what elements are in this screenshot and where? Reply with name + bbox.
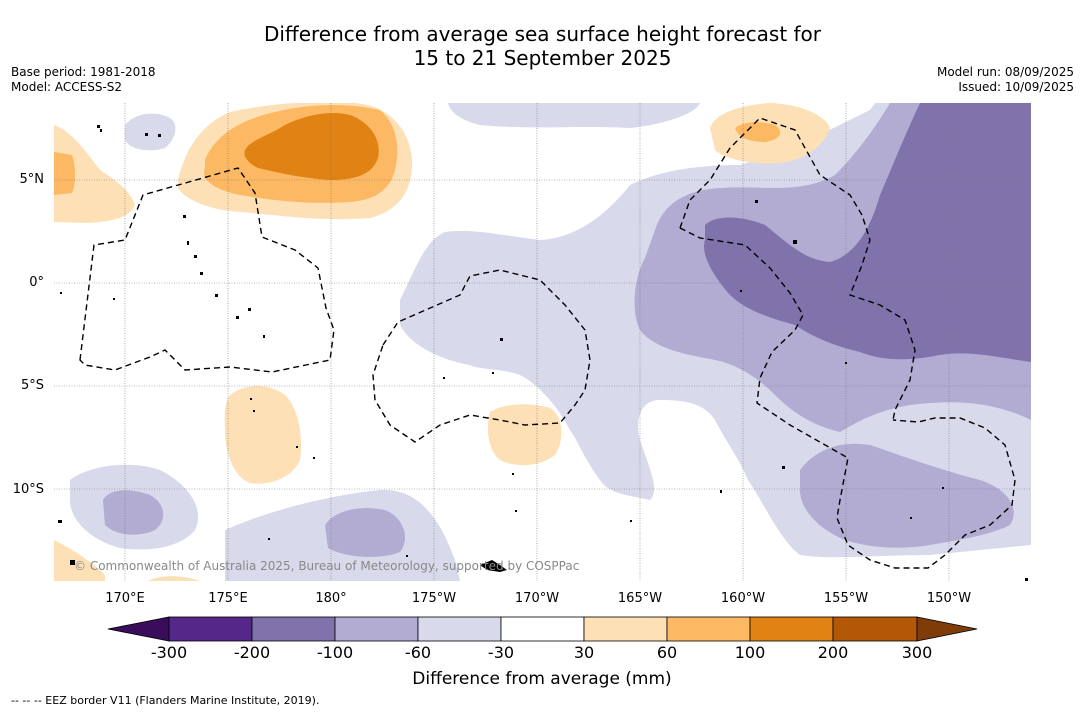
colorbar-above-max	[916, 616, 978, 642]
map-area: © Commonwealth of Australia 2025, Bureau…	[54, 103, 1031, 581]
anomaly-region-m100-se	[800, 443, 1014, 548]
eez-border-kiribati-phoenix	[372, 269, 591, 443]
eez-border-line-south	[679, 227, 1016, 569]
model-name: Model: ACCESS-S2	[11, 80, 123, 94]
lon-axis: 170°E 175°E 180° 175°W 170°W 165°W 160°W…	[105, 591, 971, 606]
anomaly-region-p30-south	[224, 386, 302, 484]
lon-label-175w: 175°W	[412, 591, 456, 606]
anomaly-region-m60-top	[448, 103, 700, 128]
anomaly-region-p60-ne	[735, 122, 781, 142]
colorbar-label: 200	[818, 643, 849, 662]
meta-right: Model run: 08/09/2025 Issued: 10/09/2025	[937, 65, 1074, 95]
colorbar-label: -200	[234, 643, 270, 662]
lon-label-175e: 175°E	[208, 591, 248, 606]
map-title-line2: 15 to 21 September 2025	[413, 46, 672, 70]
anomaly-region-m100-bottom	[325, 508, 405, 557]
base-period: Base period: 1981-2018	[11, 65, 156, 79]
colorbar-bin-p30	[583, 616, 668, 642]
lon-label-155w: 155°W	[824, 591, 868, 606]
anomaly-region-p60-west	[54, 152, 75, 195]
lon-label-160w: 160°W	[721, 591, 765, 606]
lon-label-150w: 150°W	[927, 591, 971, 606]
anomaly-region-p30-bl	[54, 540, 105, 581]
lon-label-170w: 170°W	[515, 591, 559, 606]
colorbar-bin-m30	[500, 616, 585, 642]
colorbar-bin-m100	[334, 616, 419, 642]
colorbar-bin-p100	[749, 616, 834, 642]
colorbar-bin-m300	[168, 616, 253, 642]
issued-date: Issued: 10/09/2025	[958, 80, 1074, 94]
anomaly-region-p100-north	[244, 113, 379, 180]
anomaly-region-p30-center	[487, 404, 562, 466]
colorbar-label: 100	[735, 643, 766, 662]
copyright-text: © Commonwealth of Australia 2025, Bureau…	[74, 559, 579, 573]
lat-label-5s: 5°S	[21, 378, 44, 393]
colorbar-label: -100	[317, 643, 353, 662]
colorbar-label: -60	[405, 643, 431, 662]
colorbar-label: 300	[902, 643, 933, 662]
lon-label-165w: 165°W	[618, 591, 662, 606]
anomaly-region-m60-island	[125, 113, 176, 151]
model-run: Model run: 08/09/2025	[936, 65, 1074, 79]
grid-lines	[54, 103, 1031, 581]
map-title-line1: Difference from average sea surface heig…	[263, 22, 822, 46]
colorbar: -300 -200 -100 -60 -30 30 60 100 200 300…	[107, 616, 978, 689]
colorbar-label: 30	[574, 643, 594, 662]
eez-legend: -- -- -- EEZ border V11 (Flanders Marine…	[11, 694, 320, 707]
islands	[58, 125, 1028, 581]
eez-borders	[79, 117, 1016, 569]
lat-label-0: 0°	[29, 275, 44, 290]
eez-border-kiribati-gilberts	[79, 167, 335, 373]
lat-label-10s: 10°S	[13, 482, 44, 497]
colorbar-bin-p200	[832, 616, 918, 642]
meta-left: Base period: 1981-2018 Model: ACCESS-S2	[11, 65, 156, 95]
anomaly-region-m100-bl	[103, 490, 164, 535]
colorbar-bin-m60	[417, 616, 502, 642]
colorbar-label: -300	[151, 643, 187, 662]
lat-axis: 5°N 0° 5°S 10°S	[13, 172, 44, 497]
colorbar-bin-p60	[666, 616, 751, 642]
colorbar-bin-m200	[251, 616, 336, 642]
lon-label-170e: 170°E	[105, 591, 145, 606]
lat-label-5n: 5°N	[20, 172, 45, 187]
anomaly-region-p30-bottom	[148, 576, 200, 581]
colorbar-below-min	[107, 616, 170, 642]
lon-label-180: 180°	[315, 591, 346, 606]
colorbar-label: 60	[657, 643, 677, 662]
colorbar-label: -30	[488, 643, 514, 662]
anomaly-region-p30-west	[54, 125, 135, 223]
colorbar-title: Difference from average (mm)	[412, 669, 671, 689]
